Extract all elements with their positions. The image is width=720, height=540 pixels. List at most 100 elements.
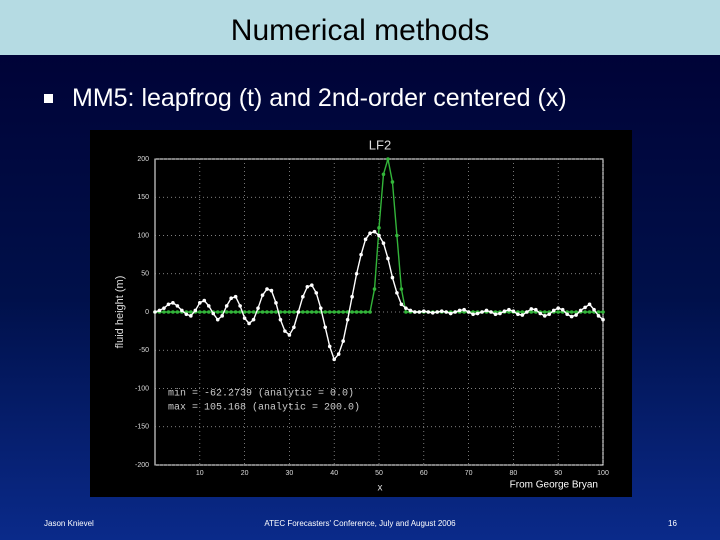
data-point [256,306,260,310]
data-point [265,287,269,291]
data-point [166,310,171,314]
data-point [498,311,502,316]
data-point [542,314,547,318]
x-tick-label: 20 [241,470,249,477]
data-point [422,309,426,314]
slide-title: Numerical methods [230,14,490,47]
annotation: min = -62.2739 (analytic = 0.0) [168,388,354,400]
data-point [408,308,413,313]
x-tick-label: 10 [196,470,204,477]
data-point [206,310,211,314]
data-point [413,310,417,314]
data-point [260,310,265,314]
data-point [551,308,556,313]
data-point [399,287,404,291]
data-point [354,271,359,276]
data-point [305,284,310,289]
data-point [448,311,453,316]
data-point [489,310,493,314]
x-tick-label: 70 [465,470,473,477]
x-tick-label: 60 [420,470,428,477]
data-point [444,310,449,314]
data-point [274,301,278,305]
data-point [587,310,592,314]
data-point [439,309,444,314]
data-point [238,304,242,308]
data-point [229,310,233,314]
data-point [475,311,480,316]
y-tick-label: 50 [141,271,149,278]
data-point [381,172,386,177]
data-point [274,310,278,314]
data-point [220,314,224,318]
bullet-marker [44,94,53,103]
data-point [229,296,233,301]
data-point [341,339,345,343]
data-point [511,309,516,314]
data-point [162,306,166,310]
data-point [350,310,354,314]
chart: LF2 x fluid height (m) min = -62.2739 (a… [90,130,632,497]
data-point [484,308,489,313]
y-tick-label: -100 [135,385,149,392]
data-point [202,310,207,314]
data-point [345,317,350,322]
data-point [198,310,202,314]
data-point [166,302,171,307]
y-tick-label: -150 [135,424,149,431]
data-point [377,226,381,230]
data-point [242,316,247,320]
data-point [386,157,390,161]
data-point [363,237,368,242]
data-point [242,310,247,314]
data-point [363,310,368,314]
data-point [310,310,314,314]
data-point [157,308,162,313]
data-point [323,325,328,330]
data-point [247,321,251,326]
data-point [332,357,336,362]
data-point [198,301,202,305]
data-point [583,305,587,310]
data-point [287,333,292,337]
data-point [466,310,471,314]
data-point [596,310,601,314]
data-point [238,310,242,314]
footer-author: Jason Knievel [44,519,94,528]
data-point [323,310,328,314]
data-point [372,229,377,234]
data-point [453,310,457,314]
data-point [372,287,377,291]
data-point [193,308,198,313]
page-number: 16 [668,519,677,528]
data-point [224,310,229,314]
data-point [462,307,466,312]
data-point [560,307,565,312]
x-tick-label: 40 [330,470,338,477]
data-point [184,312,189,317]
data-point [153,310,157,314]
data-point [215,310,220,314]
title-bar [0,0,720,55]
data-point [224,304,229,308]
x-tick-label: 80 [510,470,518,477]
data-point [601,317,605,322]
data-point [565,312,569,317]
data-point [569,314,574,319]
data-point [327,310,332,314]
data-point [341,310,345,314]
y-tick-label: 200 [137,156,149,163]
data-point [502,309,507,314]
footer-conference: ATEC Forecasters' Conference, July and A… [264,519,456,528]
data-point [399,302,404,307]
y-tick-label: -50 [139,347,149,354]
data-point [583,310,587,314]
data-point [314,310,319,314]
data-point [292,310,296,314]
data-point [480,310,484,314]
data-point [233,310,238,314]
data-point [292,325,296,330]
data-point [404,306,408,310]
y-tick-label: 0 [145,309,149,316]
data-point [301,310,305,314]
